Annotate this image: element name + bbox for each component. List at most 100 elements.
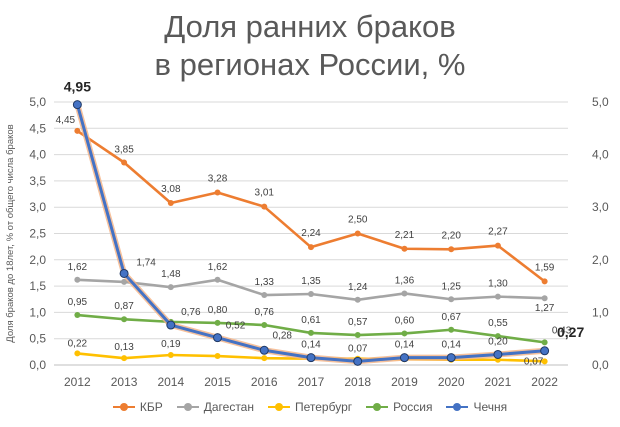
data-point: [308, 244, 314, 251]
data-label: 0,52: [226, 321, 246, 332]
data-label: 0,60: [395, 315, 415, 326]
data-point: [448, 246, 455, 253]
y-tick-label-left: 0,0: [29, 358, 46, 372]
legend-swatch: [446, 402, 469, 412]
y-tick-label-left: 2,0: [29, 253, 46, 267]
x-tick-label: 2013: [111, 375, 138, 389]
data-point: [74, 312, 81, 319]
data-label: 1,62: [208, 262, 228, 273]
x-tick-label: 2021: [485, 375, 512, 389]
data-label: 0,95: [68, 297, 88, 308]
data-label: 2,50: [348, 215, 368, 226]
data-point: [541, 339, 548, 346]
data-label: 0,28: [273, 330, 293, 341]
chart-legend: КБР Дагестан Петербург Россия Чечня: [0, 400, 620, 414]
data-label: 0,19: [161, 339, 181, 350]
data-label: 2,20: [441, 230, 461, 241]
legend-swatch: [176, 402, 199, 412]
x-tick-label: 2015: [204, 375, 231, 389]
data-point: [259, 345, 269, 355]
chart-title-line2: в регионах России, %: [154, 47, 466, 82]
x-tick-label: 2019: [391, 375, 418, 389]
data-point: [308, 290, 314, 297]
data-label: 2,21: [395, 230, 415, 241]
y-tick-label-left: 0,5: [29, 332, 46, 346]
y-tick-label-left: 3,0: [29, 200, 46, 214]
x-tick-label: 2022: [531, 375, 558, 389]
y-tick-label-left: 1,0: [29, 305, 46, 319]
data-point: [214, 319, 221, 326]
data-point: [541, 278, 548, 285]
data-point: [214, 189, 221, 196]
data-label: 0,87: [114, 301, 134, 312]
data-label: 3,08: [161, 184, 181, 195]
data-label: 0,22: [68, 338, 88, 349]
data-point: [541, 358, 548, 365]
legend-label: Чечня: [473, 400, 508, 414]
chart-title: Доля ранних браков в регионах России, %: [0, 8, 620, 84]
data-point: [494, 333, 501, 340]
data-label: 0,20: [488, 336, 508, 347]
data-point: [261, 203, 268, 210]
data-label: 2,27: [488, 227, 508, 238]
data-label: 4,45: [56, 115, 76, 126]
legend-label: Петербург: [294, 400, 353, 414]
data-point: [74, 127, 81, 134]
data-label: 1,62: [68, 262, 88, 273]
data-point: [401, 245, 408, 252]
legend-swatch-dot: [119, 403, 128, 411]
data-point: [494, 293, 501, 300]
x-tick-label: 2014: [157, 375, 184, 389]
x-tick-label: 2020: [438, 375, 465, 389]
data-point: [261, 355, 268, 362]
data-label: 0,80: [208, 305, 228, 316]
legend-swatch-dot: [453, 403, 462, 411]
legend-item: Петербург: [267, 400, 353, 414]
data-point: [167, 284, 174, 291]
legend-swatch: [112, 402, 135, 412]
data-label: 0,07: [524, 356, 544, 367]
data-point: [401, 330, 408, 337]
y-tick-label-right: 1,0: [592, 305, 609, 319]
data-label: 0,61: [301, 315, 321, 326]
x-tick-label: 2012: [64, 375, 91, 389]
legend-item: КБР: [112, 400, 163, 414]
data-label: 1,35: [301, 276, 321, 287]
data-point: [261, 292, 268, 299]
data-point: [354, 230, 361, 237]
y-tick-label-left: 4,5: [29, 121, 46, 135]
data-point: [166, 320, 176, 330]
y-tick-label-left: 4,0: [29, 148, 46, 162]
data-label: 3,85: [114, 144, 134, 155]
data-label: 1,48: [161, 269, 181, 280]
x-tick-label: 2018: [344, 375, 371, 389]
data-point: [121, 278, 128, 285]
data-point: [74, 350, 81, 357]
data-point: [261, 322, 268, 329]
data-label: 0,55: [488, 318, 508, 329]
data-label: 4,95: [64, 79, 91, 95]
x-tick-label: 2016: [251, 375, 278, 389]
data-label: 0,57: [348, 317, 368, 328]
data-point: [119, 268, 129, 278]
legend-swatch-dot: [183, 403, 192, 411]
data-point: [448, 296, 455, 303]
legend-swatch: [366, 402, 389, 412]
legend-item: Россия: [366, 400, 432, 414]
data-label: 0,13: [114, 342, 134, 353]
y-tick-label-left: 2,5: [29, 227, 46, 241]
data-label: 1,30: [488, 279, 508, 290]
data-point: [401, 290, 408, 297]
legend-label: Дагестан: [203, 400, 254, 414]
data-label: 0,76: [181, 307, 201, 318]
data-label: 1,25: [441, 281, 461, 292]
data-point: [354, 296, 361, 303]
data-label: 1,24: [348, 282, 368, 293]
data-point: [399, 353, 409, 363]
data-point: [72, 100, 82, 110]
data-point: [540, 346, 550, 356]
data-point: [121, 355, 128, 362]
data-point: [214, 353, 221, 360]
data-point: [353, 356, 363, 366]
